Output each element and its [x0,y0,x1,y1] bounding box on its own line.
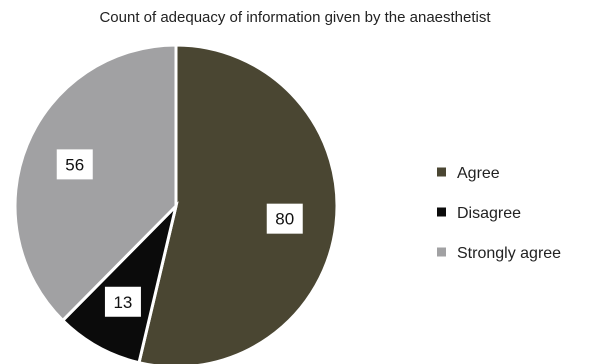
data-label-disagree: 13 [104,286,141,317]
legend-label: Strongly agree [457,245,561,262]
data-label-value: 80 [275,210,294,229]
legend-label: Agree [457,165,500,182]
pie-slices [13,43,339,364]
pie-slice-strongly-agree [13,43,178,323]
chart-title: Count of adequacy of information given b… [99,9,491,26]
legend-item-strongly-agree: Strongly agree [437,245,561,262]
data-label-strongly-agree: 56 [56,149,93,180]
legend: Agree Disagree Strongly agree [437,165,561,262]
pie-slice-disagree [60,201,179,364]
legend-item-agree: Agree [437,165,500,182]
data-label-box [56,149,93,180]
data-label-value: 13 [113,293,132,312]
legend-label: Disagree [457,205,521,222]
data-labels: 80 13 56 [56,149,303,317]
data-label-value: 56 [65,155,84,174]
legend-swatch [437,167,446,177]
data-label-agree: 80 [266,203,303,234]
data-label-box [104,286,141,317]
data-label-box [266,203,303,234]
legend-swatch [437,207,446,217]
legend-swatch [437,247,446,257]
pie-slice-agree [137,43,339,364]
legend-item-disagree: Disagree [437,205,521,222]
